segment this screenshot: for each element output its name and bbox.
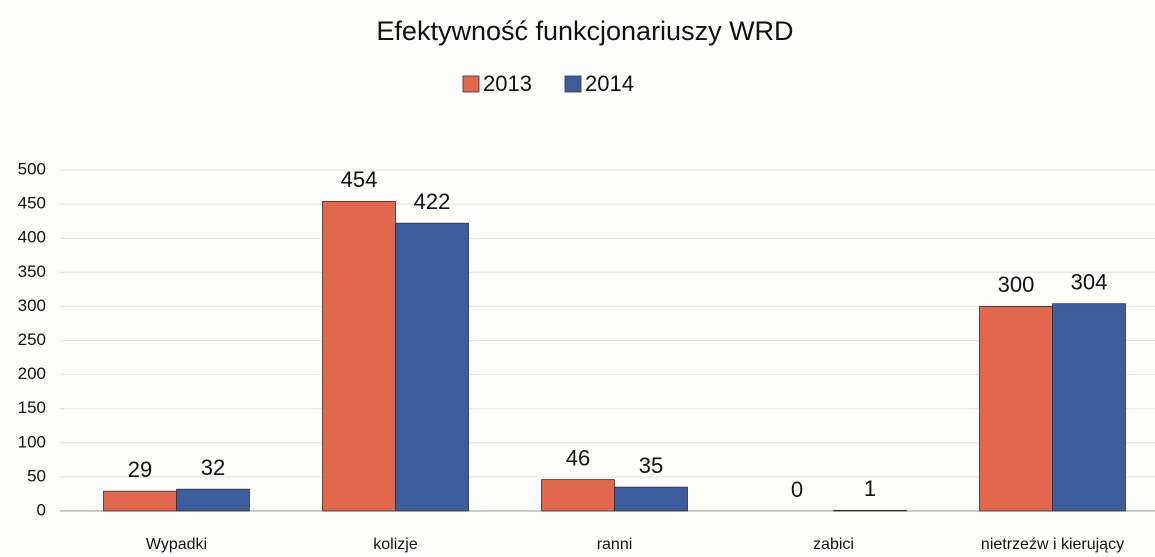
value-label: 1 <box>864 476 876 501</box>
value-label: 46 <box>566 445 590 470</box>
x-tick-label: zabici <box>813 536 854 553</box>
legend-swatch <box>564 75 582 93</box>
legend-label: 2014 <box>585 71 634 96</box>
value-label: 35 <box>639 453 663 478</box>
y-tick-label: 400 <box>18 228 46 247</box>
y-tick-label: 300 <box>18 296 46 315</box>
x-tick-label: nietrzeźw i kierujący <box>981 536 1124 553</box>
value-label: 32 <box>201 455 225 480</box>
bar <box>979 305 1053 512</box>
y-tick-label: 450 <box>18 194 46 213</box>
y-tick-label: 350 <box>18 262 46 281</box>
bar <box>1052 303 1126 512</box>
bar <box>833 509 907 512</box>
bar <box>395 222 469 512</box>
bar <box>103 490 177 512</box>
y-tick-label: 500 <box>18 159 46 178</box>
bar <box>322 200 396 512</box>
value-label: 29 <box>128 457 152 482</box>
y-tick-label: 250 <box>18 330 46 349</box>
x-tick-label: ranni <box>597 536 633 553</box>
x-tick-label: kolizje <box>373 536 418 553</box>
value-label: 0 <box>791 477 803 502</box>
value-label: 304 <box>1071 269 1108 294</box>
value-label: 454 <box>341 167 378 192</box>
bar <box>176 488 250 512</box>
value-label: 422 <box>414 189 451 214</box>
value-label: 300 <box>998 272 1035 297</box>
legend-swatch <box>462 75 480 93</box>
y-tick-label: 50 <box>27 466 46 485</box>
x-tick-label: Wypadki <box>146 536 207 553</box>
chart-title: Efektywność funkcjonariuszy WRD <box>376 16 793 46</box>
y-tick-label: 150 <box>18 398 46 417</box>
legend-label: 2013 <box>483 71 532 96</box>
bar <box>614 486 688 512</box>
y-tick-label: 0 <box>37 500 46 519</box>
bar <box>541 479 615 512</box>
y-tick-label: 100 <box>18 432 46 451</box>
y-tick-label: 200 <box>18 364 46 383</box>
